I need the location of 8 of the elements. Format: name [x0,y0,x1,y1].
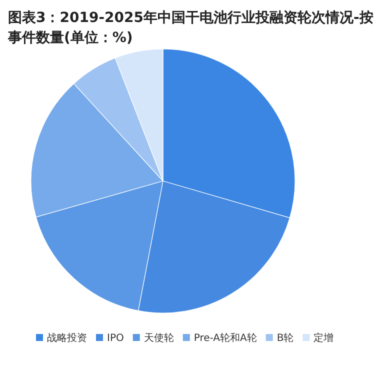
title: 事件数量(单位：%) [8,30,133,46]
legend-label: 战略投资 [47,332,87,344]
legend-label: IPO [107,333,124,344]
legend-label: 定增 [314,332,334,344]
legend-label: B轮 [276,332,294,344]
legend-label: Pre-A轮和A轮 [194,332,257,344]
title: 图表3：2019-2025年中国干电池行业投融资轮次情况-按 [8,10,374,26]
legend-label: 天使轮 [144,332,174,344]
